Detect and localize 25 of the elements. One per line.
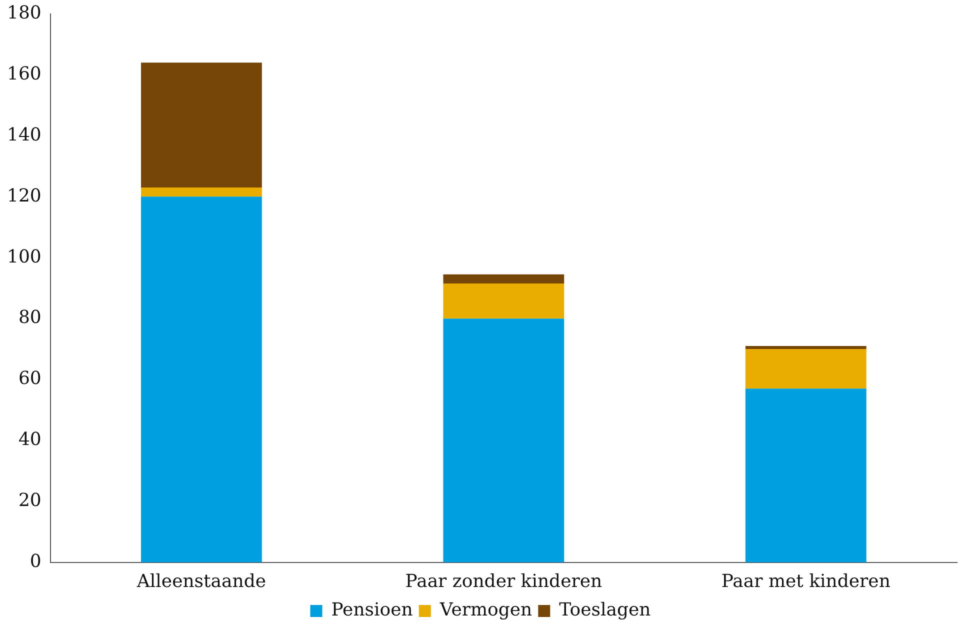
y-tick-label: 20 <box>18 490 42 512</box>
bar <box>141 62 262 188</box>
bar <box>745 388 866 562</box>
y-tick-label: 140 <box>6 124 42 146</box>
bar <box>141 188 262 197</box>
y-tick-label: 0 <box>30 551 42 572</box>
y-tick-label: 80 <box>18 307 42 328</box>
y-tick-label: 60 <box>18 368 42 390</box>
legend-label: Pensioen <box>331 600 414 621</box>
y-tick-label: 120 <box>6 185 42 206</box>
bar <box>443 274 564 284</box>
legend-label: Toeslagen <box>559 600 652 621</box>
bar <box>745 346 866 350</box>
bar <box>141 196 262 562</box>
x-tick-label: Paar zonder kinderen <box>405 570 602 592</box>
y-tick-label: 180 <box>6 2 42 24</box>
bar <box>443 318 564 562</box>
bar <box>443 284 564 319</box>
x-tick-label: Alleenstaande <box>136 570 266 592</box>
y-tick-label: 40 <box>18 429 42 450</box>
y-tick-label: 100 <box>6 246 42 268</box>
legend-label: Vermogen <box>438 600 533 621</box>
y-tick-label: 160 <box>6 63 42 84</box>
bar <box>745 349 866 389</box>
x-tick-label: Paar met kinderen <box>721 570 891 592</box>
